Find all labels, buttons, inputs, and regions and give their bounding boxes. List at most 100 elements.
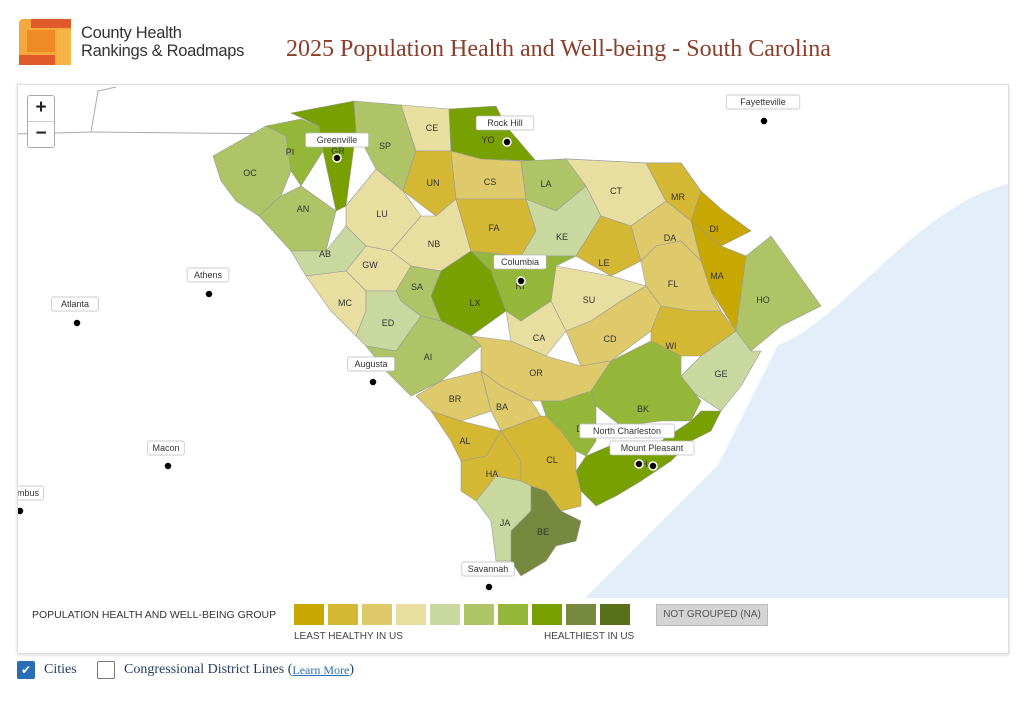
city-marker[interactable] (516, 276, 526, 286)
cities-label: Cities (44, 662, 77, 677)
city-marker[interactable] (634, 459, 644, 469)
county-label: CA (533, 333, 546, 343)
city-label-box (493, 254, 547, 270)
county-label: ED (382, 318, 395, 328)
legend: POPULATION HEALTH AND WELL-BEING GROUP L… (18, 598, 1008, 653)
city-label-box (609, 440, 695, 456)
county-label: CL (546, 455, 558, 465)
city-label: Savannah (468, 564, 509, 574)
county-label: AL (459, 436, 470, 446)
districts-label: Congressional District Lines (124, 662, 285, 677)
city-marker[interactable] (484, 582, 494, 592)
city-marker[interactable] (163, 461, 173, 471)
legend-swatch-8 (532, 604, 562, 625)
legend-title: POPULATION HEALTH AND WELL-BEING GROUP (32, 609, 277, 621)
city-marker[interactable] (332, 153, 342, 163)
county-be[interactable] (510, 485, 582, 577)
county-di[interactable] (690, 190, 752, 247)
county-label: UN (427, 178, 440, 188)
brand-line1: County Health (81, 24, 182, 42)
legend-swatch-5 (430, 604, 460, 625)
logo (19, 19, 71, 65)
county-label: SU (583, 295, 596, 305)
city-label-box (51, 296, 99, 312)
county-label: CS (484, 177, 497, 187)
districts-checkbox[interactable] (97, 661, 115, 679)
county-label: DA (664, 233, 677, 243)
county-label: GW (362, 260, 378, 270)
county-label: RI (516, 281, 525, 291)
city-label-box (347, 356, 395, 372)
county-label: AI (424, 352, 433, 362)
county-label: BE (537, 527, 549, 537)
legend-least-label: LEAST HEALTHY IN US (294, 631, 403, 642)
county-label: MC (338, 298, 352, 308)
city-marker[interactable] (368, 377, 378, 387)
county-label: OC (243, 168, 257, 178)
city-label: Rock Hill (487, 118, 523, 128)
county-label: PI (286, 147, 295, 157)
city-label: North Charleston (593, 426, 661, 436)
city-label-box (725, 94, 801, 110)
map-canvas[interactable]: OC PI GR SP CE YO UN CS LA CT MR DI MA HO AN AB LU NB FA KE… (18, 85, 1008, 598)
cities-checkbox[interactable]: ✔ (17, 661, 35, 679)
county-label: WI (666, 341, 677, 351)
county-label: SA (411, 282, 423, 292)
county-label: BA (496, 402, 508, 412)
county-label: YO (481, 135, 494, 145)
county-label: LE (598, 258, 609, 268)
zoom-out-button[interactable]: − (28, 121, 54, 147)
county-label: FA (488, 223, 499, 233)
districts-toggle[interactable]: Congressional District Lines (Learn More… (97, 661, 354, 679)
legend-swatch-6 (464, 604, 494, 625)
county-label: LA (540, 179, 551, 189)
city-label: Mount Pleasant (621, 443, 684, 453)
county-label: KE (556, 232, 568, 242)
county-label: CD (604, 334, 617, 344)
county-label: CT (610, 186, 622, 196)
city-marker[interactable] (759, 116, 769, 126)
legend-swatch-7 (498, 604, 528, 625)
legend-healthiest-label: HEALTHIEST IN US (544, 631, 635, 642)
zoom-control: + − (27, 95, 55, 148)
city-marker[interactable] (72, 318, 82, 328)
check-icon: ✔ (20, 662, 32, 677)
city-label: Columbia (501, 257, 539, 267)
county-label: FL (668, 279, 679, 289)
city-label: Macon (152, 443, 179, 453)
legend-swatch-10 (600, 604, 630, 625)
city-label-box (475, 115, 535, 131)
legend-swatch-2 (328, 604, 358, 625)
city-marker[interactable] (648, 461, 658, 471)
county-yo[interactable] (448, 105, 537, 162)
city-label-box (147, 440, 185, 456)
city-label-box (305, 132, 369, 148)
paren: ( (287, 662, 293, 677)
map-container[interactable]: OC PI GR SP CE YO UN CS LA CT MR DI MA HO AN AB LU NB FA KE… (17, 84, 1009, 654)
city-marker[interactable] (502, 137, 512, 147)
city-marker[interactable] (204, 289, 214, 299)
ocean (528, 184, 1008, 598)
county-label: SP (379, 141, 391, 151)
legend-swatch-9 (566, 604, 596, 625)
city-marker[interactable] (18, 506, 25, 516)
city-label: Athens (194, 270, 223, 280)
county-label: MR (671, 192, 685, 202)
county-bk[interactable] (590, 340, 702, 427)
county-label: AB (319, 249, 331, 259)
city-label: Fayetteville (740, 97, 786, 107)
legend-not-grouped: NOT GROUPED (NA) (656, 604, 768, 626)
learn-more-link[interactable]: Learn More (292, 662, 350, 677)
county-label: GR (331, 146, 345, 156)
county-label: DI (710, 224, 719, 234)
county-label: HA (486, 469, 499, 479)
county-label: AN (297, 204, 310, 214)
brand-line2: Rankings & Roadmaps (81, 42, 245, 60)
cities-toggle[interactable]: ✔ Cities (17, 661, 77, 679)
county-label: CE (426, 123, 439, 133)
county-label: OR (529, 368, 543, 378)
city-label: Atlanta (61, 299, 89, 309)
zoom-in-button[interactable]: + (35, 97, 47, 118)
page-title: 2025 Population Health and Well-being - … (286, 36, 831, 62)
county-label: LX (469, 298, 480, 308)
